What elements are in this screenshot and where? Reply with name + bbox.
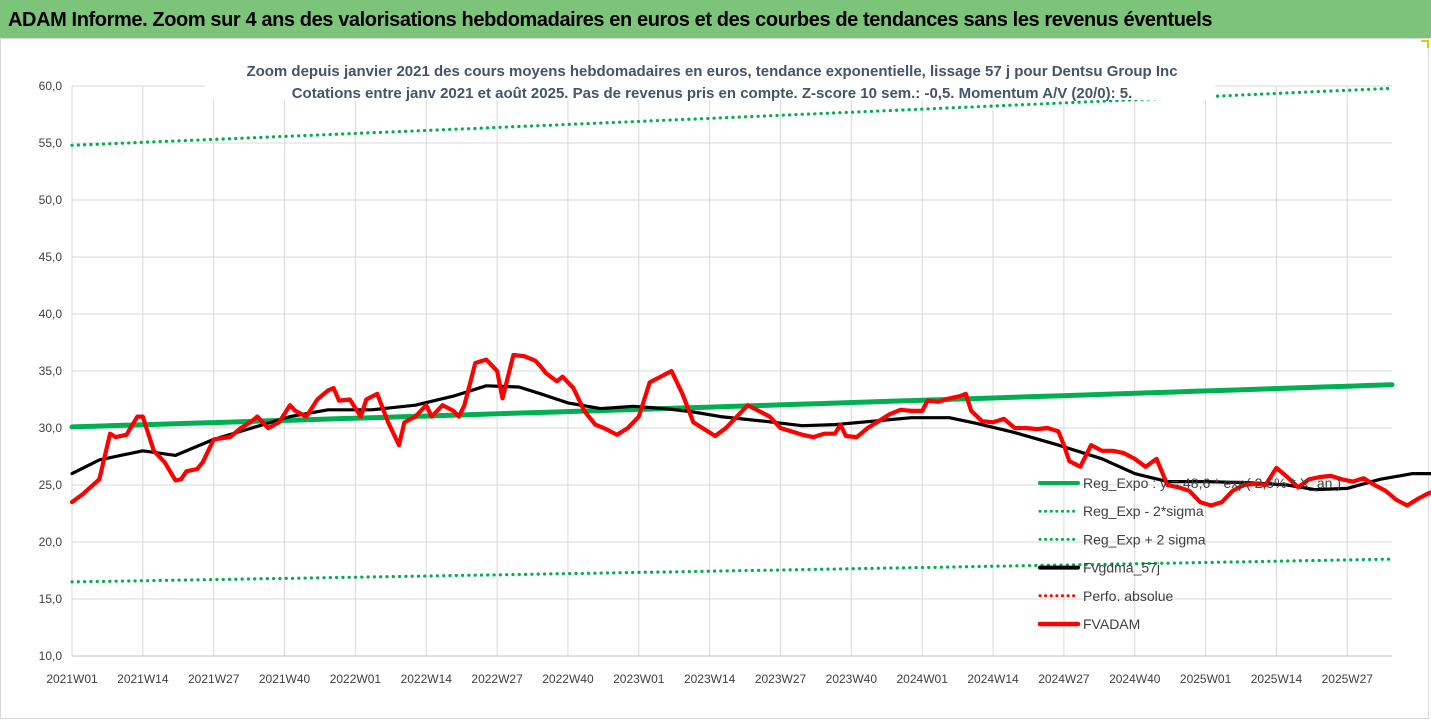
series-reg-exp-2-sigma-line bbox=[70, 557, 1394, 584]
y-tick-label: 40,0 bbox=[39, 307, 63, 321]
x-tick-label: 2022W14 bbox=[401, 672, 453, 686]
y-tick-label: 55,0 bbox=[39, 136, 63, 150]
x-tick-label: 2023W40 bbox=[826, 672, 878, 686]
x-tick-label: 2021W27 bbox=[188, 672, 240, 686]
resize-corner-icon bbox=[1421, 40, 1429, 48]
legend-label: Reg_Expo : y = 48,6 * exp( 2,5% * X_an ) bbox=[1083, 475, 1341, 491]
y-tick-label: 50,0 bbox=[39, 193, 63, 207]
x-tick-label: 2024W01 bbox=[897, 672, 949, 686]
chart-frame bbox=[0, 38, 1429, 719]
y-tick-label: 25,0 bbox=[39, 478, 63, 492]
x-tick-label: 2021W01 bbox=[46, 672, 98, 686]
x-tick-label: 2022W40 bbox=[542, 672, 594, 686]
x-tick-label: 2021W14 bbox=[117, 672, 169, 686]
x-tick-label: 2022W01 bbox=[330, 672, 382, 686]
x-tick-label: 2024W40 bbox=[1109, 672, 1161, 686]
y-tick-label: 15,0 bbox=[39, 592, 63, 606]
x-tick-label: 2021W40 bbox=[259, 672, 311, 686]
x-axis-ticks: 2021W01 2021W14 2021W27 2021W40 2022W01 2022W… bbox=[46, 672, 1373, 686]
legend: Reg_Expo : y = 48,6 * exp( 2,5% * X_an )… bbox=[1037, 475, 1341, 632]
x-tick-label: 2025W27 bbox=[1322, 672, 1374, 686]
legend-label: FVADAM bbox=[1083, 616, 1140, 632]
y-axis-ticks: 10,0 15,0 20,0 25,0 30,0 35,0 40,0 45,0 50,0 55,0… bbox=[39, 79, 63, 663]
y-tick-label: 60,0 bbox=[39, 79, 63, 93]
title-background bbox=[205, 56, 1215, 100]
legend-label: Reg_Exp + 2 sigma bbox=[1083, 531, 1206, 547]
series-fvgdma-57j-line bbox=[70, 384, 1431, 492]
y-tick-label: 30,0 bbox=[39, 421, 63, 435]
series-fvadam-line bbox=[69, 352, 1431, 508]
y-tick-label: 45,0 bbox=[39, 250, 63, 264]
legend-label: Fvgdma_57j bbox=[1083, 560, 1160, 576]
x-tick-label: 2023W14 bbox=[684, 672, 736, 686]
x-tick-label: 2024W27 bbox=[1038, 672, 1090, 686]
y-tick-label: 10,0 bbox=[39, 649, 63, 663]
y-tick-label: 20,0 bbox=[39, 535, 63, 549]
x-tick-label: 2024W14 bbox=[967, 672, 1019, 686]
x-tick-label: 2025W14 bbox=[1251, 672, 1303, 686]
chart-subtitle: Cotations entre janv 2021 et août 2025. … bbox=[292, 85, 1133, 102]
legend-label: Perfo. absolue bbox=[1083, 588, 1173, 604]
x-tick-label: 2023W27 bbox=[755, 672, 807, 686]
y-tick-label: 35,0 bbox=[39, 364, 63, 378]
legend-label: Reg_Exp - 2*sigma bbox=[1083, 503, 1204, 519]
report-banner-title: ADAM Informe. Zoom sur 4 ans des valoris… bbox=[0, 0, 1431, 38]
series-reg-expo-y-48-6-exp-2-5-x-an-line bbox=[69, 382, 1395, 430]
x-tick-label: 2023W01 bbox=[613, 672, 665, 686]
x-tick-label: 2022W27 bbox=[471, 672, 523, 686]
chart-title: Zoom depuis janvier 2021 des cours moyen… bbox=[246, 63, 1177, 80]
x-tick-label: 2025W01 bbox=[1180, 672, 1232, 686]
series-lines bbox=[69, 86, 1431, 584]
